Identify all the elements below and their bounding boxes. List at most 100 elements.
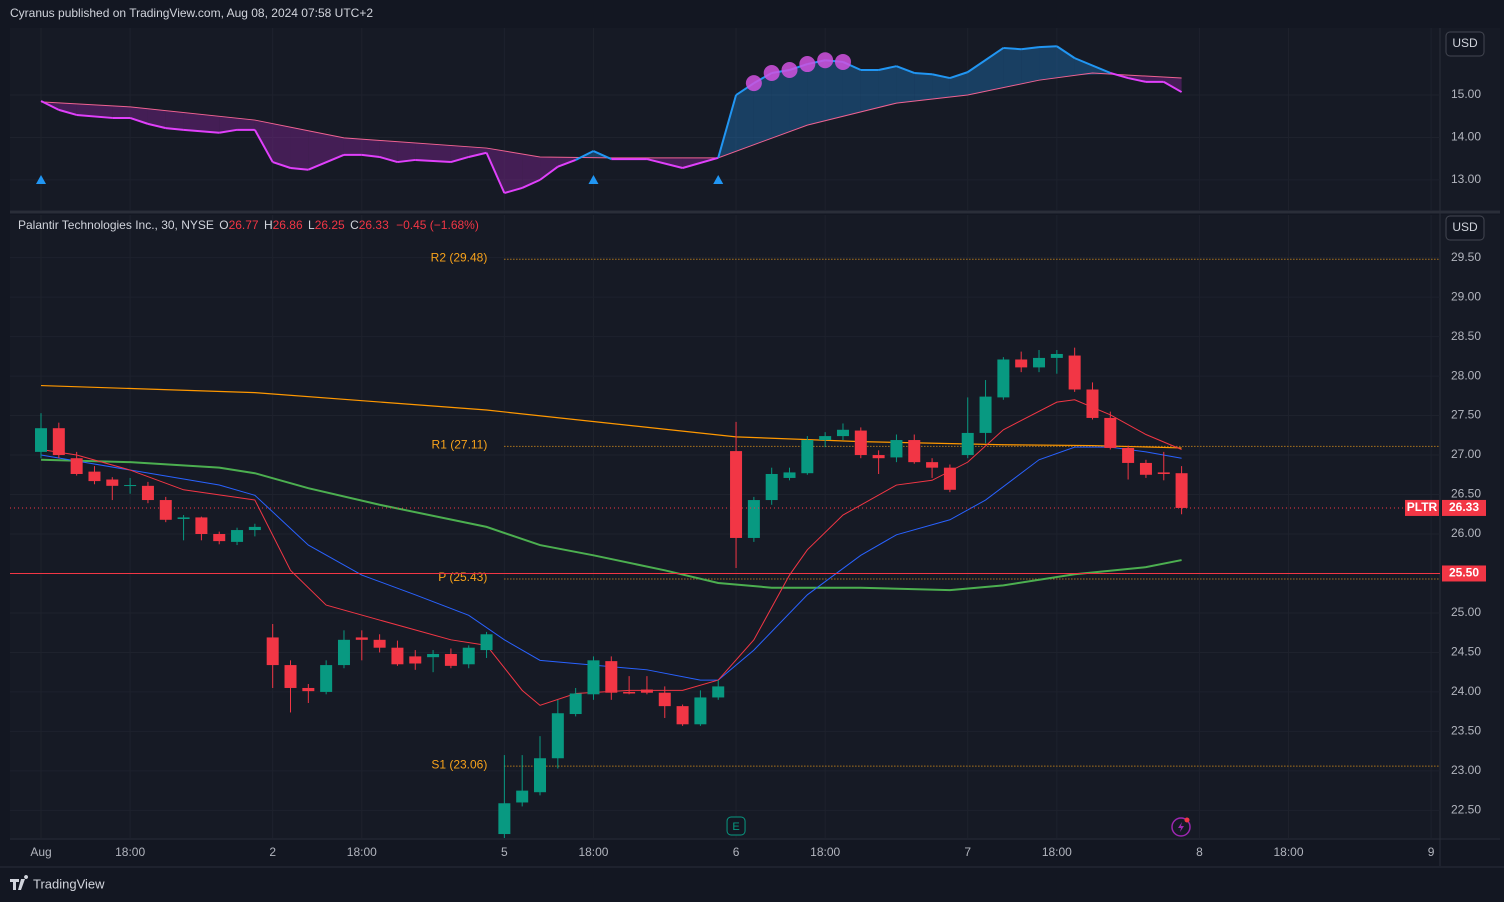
fast-line-segment <box>129 116 149 125</box>
y-tick-label: 24.00 <box>1451 684 1481 698</box>
fast-line-segment <box>40 100 60 111</box>
fast-line-segment <box>1163 81 1183 93</box>
x-tick-label: 2 <box>269 845 276 859</box>
moving-average <box>40 384 1182 449</box>
moving-average <box>40 458 1182 592</box>
cloud-fill <box>878 66 897 108</box>
cloud-fill <box>860 70 879 112</box>
candle-body <box>266 637 279 666</box>
fast-line-segment <box>183 128 220 134</box>
symbol-tag <box>1405 499 1439 516</box>
legend-change: −0.45 (−1.68%) <box>396 218 479 232</box>
candle-body <box>712 686 725 698</box>
candle-body <box>1175 473 1188 508</box>
x-tick-label: 7 <box>964 845 971 859</box>
candle-body <box>88 471 101 482</box>
currency-button[interactable] <box>1445 31 1485 57</box>
candle-body <box>872 455 885 459</box>
candle-body <box>302 687 315 692</box>
y-tick-label: 27.50 <box>1451 408 1481 422</box>
legend-o-label: O <box>219 218 228 232</box>
cloud-fill <box>147 108 166 129</box>
x-tick-label: 18:00 <box>115 845 145 859</box>
y-tick-label: 13.00 <box>1451 172 1481 186</box>
y-tick-label: 26.00 <box>1451 526 1481 540</box>
x-tick-label: 18:00 <box>1274 845 1304 859</box>
cloud-fill <box>504 151 523 194</box>
candle-body <box>1104 417 1117 448</box>
published-line: Cyranus published on TradingView.com, Au… <box>10 6 373 20</box>
signal-circle <box>799 56 816 73</box>
candle-body <box>801 440 814 474</box>
candle-body <box>355 637 368 640</box>
candle-body <box>640 689 653 693</box>
legend-symbol: Palantir Technologies Inc., 30, NYSE <box>18 218 214 232</box>
currency-label[interactable]: USD <box>1452 36 1478 50</box>
candle-body <box>141 485 154 501</box>
candle-body <box>783 472 796 478</box>
candle-body <box>534 758 547 793</box>
pivot-label: R2 (29.48) <box>431 250 488 264</box>
fast-line-segment <box>1110 72 1129 80</box>
candle-body <box>890 440 903 458</box>
signal-triangle <box>588 175 599 184</box>
candle-body <box>177 517 190 519</box>
legend-c-label: C <box>350 218 359 232</box>
x-tick-label: 8 <box>1196 845 1203 859</box>
x-tick-label: 5 <box>501 845 508 859</box>
symbol-tag-label: PLTR <box>1407 500 1438 514</box>
candle-body <box>337 639 350 666</box>
candle-body <box>70 458 83 474</box>
candle-body <box>231 530 244 542</box>
fast-line-segment <box>272 161 291 169</box>
legend: Palantir Technologies Inc., 30, NYSE O 26… <box>18 218 479 232</box>
fast-line-segment <box>521 178 541 189</box>
fast-line-segment <box>468 151 487 158</box>
currency-button[interactable] <box>1445 215 1485 241</box>
y-tick-label: 24.50 <box>1451 645 1481 659</box>
fast-line-segment <box>361 153 380 158</box>
signal-circle <box>817 52 834 69</box>
cloud-fill <box>914 72 933 102</box>
price-tag-label: 26.33 <box>1449 500 1479 514</box>
price-plot: R2 (29.48) R1 (27.11) P (25.43) S1 (23.06) E <box>10 215 1440 838</box>
cloud-fill <box>219 116 238 133</box>
candle-body <box>569 693 582 715</box>
event-label: E <box>732 821 739 833</box>
candle-body <box>391 647 404 665</box>
cloud-fill <box>415 142 451 163</box>
signal-circle <box>781 62 798 78</box>
cloud-fill <box>290 127 309 170</box>
fast-line-segment <box>575 150 594 161</box>
currency-label[interactable]: USD <box>1452 220 1478 234</box>
y-tick-label: 28.00 <box>1451 368 1481 382</box>
cloud-fill <box>1021 47 1040 84</box>
legend-low: 26.25 <box>315 218 345 232</box>
cloud-fill <box>932 74 950 100</box>
cloud-fill <box>896 66 915 104</box>
candle-body <box>1033 357 1046 368</box>
y-tick-label: 29.50 <box>1451 250 1481 264</box>
cloud-fill <box>842 61 861 117</box>
fast-line-segment <box>717 94 738 159</box>
cloud-fill <box>1163 77 1182 93</box>
pivot-label: P (25.43) <box>438 570 487 584</box>
candle-body <box>587 660 600 695</box>
moving-average <box>40 446 1182 681</box>
y-tick-label: 15.00 <box>1451 87 1481 101</box>
cloud-fill <box>825 60 843 121</box>
cloud-fill <box>753 72 772 145</box>
fast-line-segment <box>1127 77 1147 83</box>
fast-line-segment <box>290 167 309 171</box>
candle-body <box>730 451 743 538</box>
brand-name: TradingView <box>33 876 105 891</box>
cloud-fill <box>254 120 273 163</box>
cloud-fill <box>130 106 148 124</box>
y-tick-label: 28.50 <box>1451 329 1481 343</box>
fast-line-segment <box>1021 46 1040 51</box>
fast-line-segment <box>931 73 951 80</box>
candle-body <box>997 359 1010 398</box>
candle-body <box>498 803 511 835</box>
fast-line-segment <box>557 159 577 168</box>
fast-line-segment <box>307 153 345 171</box>
